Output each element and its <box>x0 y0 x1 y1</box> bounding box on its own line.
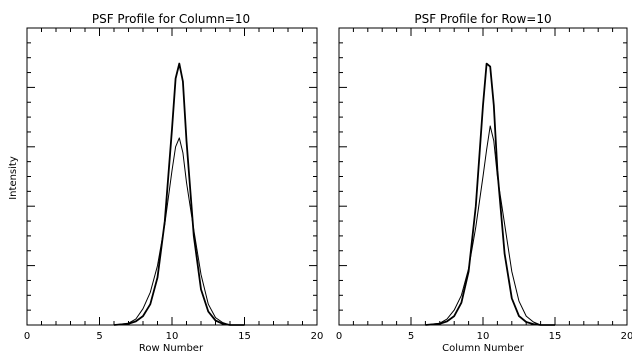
x-tick-label: 5 <box>408 331 414 342</box>
panel-row-profile: PSF Profile for Row=10 Column Number 0 5 1… <box>336 12 632 353</box>
series-group <box>425 62 555 326</box>
x-tick-label: 20 <box>311 331 324 342</box>
series-line-2 <box>113 137 245 326</box>
chart-title: PSF Profile for Column=10 <box>92 12 250 26</box>
tick-group: 0 5 10 15 20 <box>24 27 324 342</box>
plot-frame <box>338 27 628 326</box>
x-tick-label: 10 <box>166 331 179 342</box>
plot-frame <box>26 27 318 326</box>
chart-title: PSF Profile for Row=10 <box>414 12 551 26</box>
tick-group: 0 5 10 15 20 <box>336 27 632 342</box>
panel-column-profile: PSF Profile for Column=10 Intensity Row … <box>8 12 323 353</box>
x-tick-label: 0 <box>24 331 30 342</box>
series-group <box>113 62 245 326</box>
x-tick-label: 20 <box>621 331 632 342</box>
x-tick-label: 15 <box>238 331 251 342</box>
x-tick-label: 10 <box>477 331 490 342</box>
y-axis-label: Intensity <box>8 156 19 200</box>
x-tick-label: 0 <box>336 331 342 342</box>
series-line-1 <box>113 62 245 326</box>
x-tick-label: 5 <box>96 331 102 342</box>
x-tick-label: 15 <box>549 331 562 342</box>
x-axis-label: Column Number <box>442 343 525 353</box>
series-line-2 <box>425 125 555 326</box>
x-axis-label: Row Number <box>139 343 204 353</box>
series-line-1 <box>425 62 555 326</box>
